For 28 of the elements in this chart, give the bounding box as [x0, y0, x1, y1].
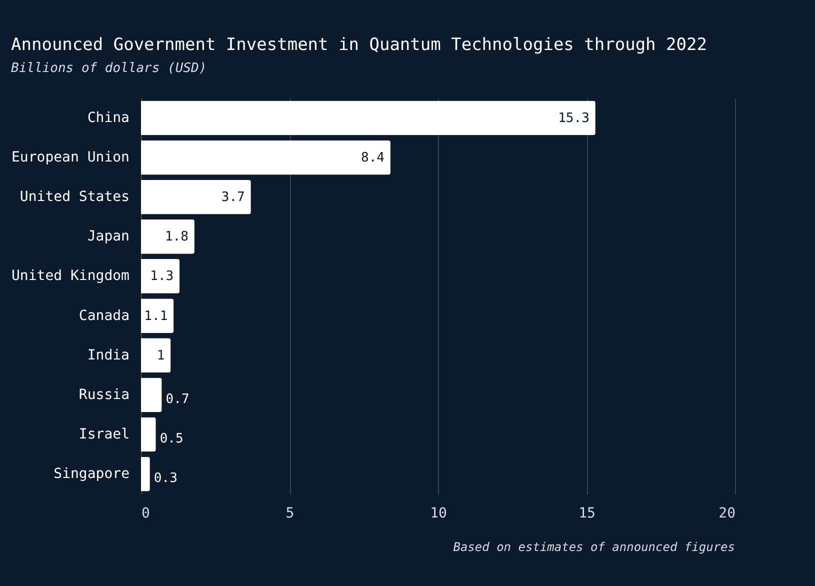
- data-label: 15.3: [558, 110, 590, 126]
- x-tick-label: 20: [718, 506, 736, 522]
- y-tick-label: United Kingdom: [11, 268, 130, 284]
- y-tick-label: United States: [20, 189, 130, 206]
- x-tick-label: 15: [578, 506, 596, 522]
- y-tick-label: Canada: [78, 308, 130, 324]
- x-tick-label: 5: [286, 506, 294, 522]
- x-tick-label: 0: [142, 506, 150, 522]
- text: Based on estimates of announced figures: [453, 540, 735, 554]
- data-label: 1.8: [164, 230, 188, 245]
- data-label: 0.3: [154, 471, 178, 486]
- y-tick-label: India: [87, 347, 130, 364]
- data-label: 3.7: [221, 190, 245, 206]
- data-label: 8.4: [360, 150, 385, 166]
- y-tick-label: Japan: [87, 228, 130, 245]
- y-tick-label: European Union: [11, 150, 130, 166]
- data-label: 1: [156, 348, 165, 364]
- y-tick-label: Singapore: [54, 466, 130, 482]
- chart-title: Announced Government Investment in Quantum Technologies through 2022: [11, 35, 707, 55]
- y-tick-label: China: [87, 110, 130, 126]
- chart-subtitle: Billions of dollars (USD): [11, 61, 207, 76]
- y-tick-label: Israel: [78, 426, 130, 442]
- data-label: 1.3: [150, 269, 174, 284]
- y-tick-label: Russia: [78, 386, 130, 403]
- data-label: 1.1: [144, 308, 168, 324]
- data-label: 0.5: [160, 431, 184, 446]
- x-tick-label: 10: [430, 506, 447, 522]
- data-label: 0.7: [166, 392, 190, 407]
